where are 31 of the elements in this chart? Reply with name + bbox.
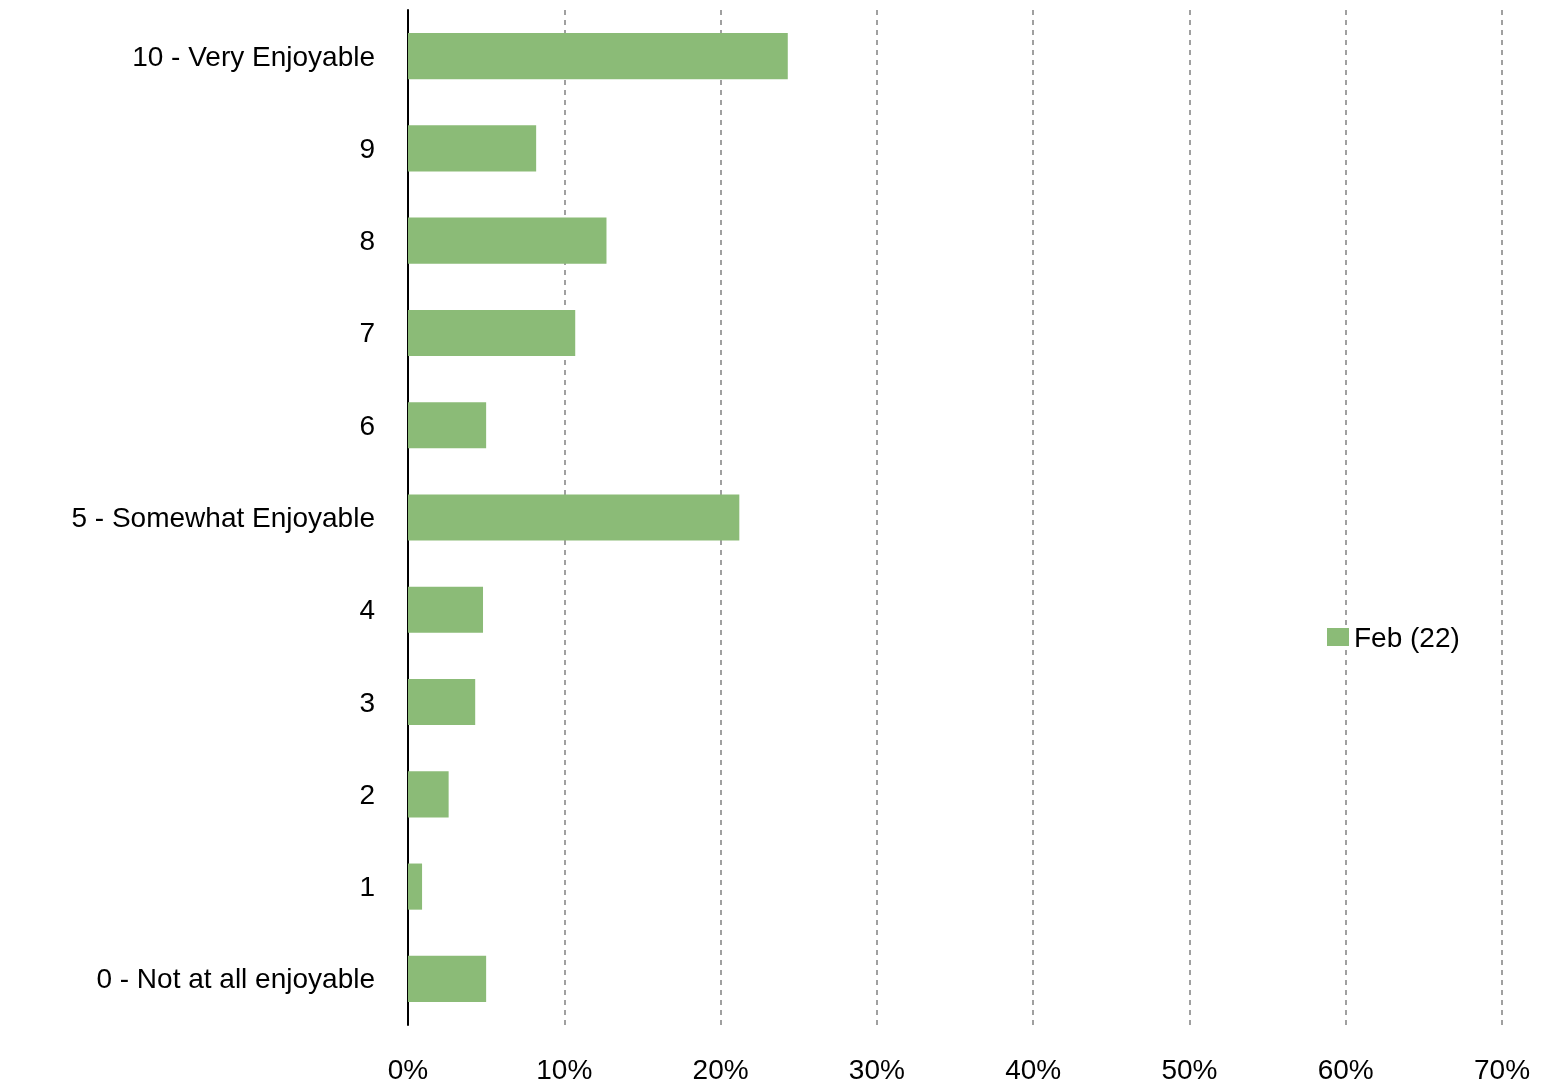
legend-label: Feb (22) — [1354, 621, 1460, 653]
x-tick-label: 20% — [692, 1053, 749, 1085]
bar — [408, 402, 487, 449]
bar — [408, 955, 487, 1002]
x-tick-label: 10% — [536, 1053, 593, 1085]
x-tick-label: 0% — [387, 1053, 429, 1085]
x-tick-label: 60% — [1317, 1053, 1374, 1085]
bar — [408, 586, 484, 633]
y-tick-label: 5 - Somewhat Enjoyable — [71, 502, 375, 533]
x-tick-label: 70% — [1473, 1053, 1531, 1085]
bar — [408, 309, 576, 357]
y-tick-label: 1 — [359, 871, 375, 903]
bar — [408, 217, 607, 264]
y-tick-label: 9 — [359, 132, 375, 164]
y-tick-label: 8 — [359, 225, 375, 257]
y-tick-label: 0 - Not at all enjoyable — [96, 963, 375, 995]
y-tick-label: 10 - Very Enjoyable — [132, 40, 375, 72]
bar — [408, 125, 537, 172]
x-tick-label: 50% — [1161, 1053, 1218, 1085]
x-tick-label: 40% — [1005, 1053, 1062, 1085]
y-tick-label: 2 — [359, 778, 375, 810]
x-tick-label: 30% — [848, 1053, 905, 1085]
y-tick-label: 6 — [359, 409, 375, 441]
y-tick-label: 7 — [359, 317, 375, 349]
bar — [408, 771, 449, 818]
y-tick-label: 4 — [359, 594, 375, 626]
bar — [408, 494, 740, 541]
bar — [408, 33, 788, 80]
y-tick-label: 3 — [359, 686, 375, 718]
bar — [408, 863, 423, 910]
bar — [408, 678, 476, 726]
